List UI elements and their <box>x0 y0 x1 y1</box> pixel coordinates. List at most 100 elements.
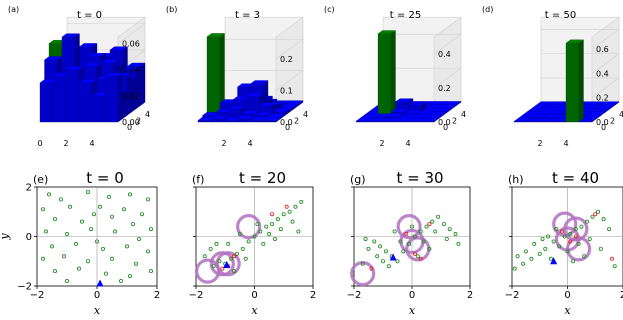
agent-point <box>562 234 567 239</box>
x-tick-label: 2 <box>537 139 542 148</box>
agent-point <box>293 204 298 209</box>
z-tick-label: 0.6 <box>596 45 609 54</box>
agent-point <box>136 236 141 241</box>
agent-point <box>587 236 592 241</box>
bar <box>262 116 281 123</box>
y-tick-label: 0 <box>601 123 606 132</box>
agent-point <box>372 239 377 244</box>
chart-title: t = 0 <box>86 169 124 187</box>
agent-point <box>62 254 67 259</box>
agent-point <box>296 229 301 234</box>
agent-point <box>290 219 295 224</box>
bar-front-face <box>65 69 80 123</box>
bar-front-face <box>377 33 392 116</box>
y-tick-label: 2 <box>26 183 32 194</box>
agent-point <box>275 217 280 222</box>
z-tick-label: 0.2 <box>280 55 293 64</box>
agent-point <box>47 192 52 197</box>
agent-point <box>540 236 545 241</box>
agent-point <box>226 241 231 246</box>
scatter-panel <box>509 186 623 289</box>
agent-point <box>601 217 606 222</box>
agent-point <box>148 269 153 274</box>
y-tick-label: −2 <box>17 282 32 293</box>
chart-title: t = 40 <box>552 169 599 187</box>
bar-top-face <box>245 93 264 97</box>
x-tick-label: 0 <box>37 139 42 148</box>
bar <box>104 72 123 123</box>
z-tick-label: 0.04 <box>122 66 140 75</box>
agent-point <box>110 214 115 219</box>
agent-point <box>571 259 576 264</box>
agent-point <box>232 269 237 274</box>
y-tick-label: 4 <box>303 110 308 119</box>
agent-point <box>453 232 458 237</box>
x-tick-label: 4 <box>247 139 252 148</box>
infected-point <box>573 234 578 239</box>
x-axis-label: x <box>94 304 101 317</box>
agent-point <box>418 229 423 234</box>
bar <box>420 117 439 123</box>
y-tick-label: 4 <box>145 110 150 119</box>
agent-point <box>537 251 542 256</box>
bar-front-face <box>39 82 54 123</box>
y-tick-label: 2 <box>294 116 299 125</box>
agent-point <box>202 254 207 259</box>
bar-top-face <box>44 56 63 61</box>
agent-point <box>584 219 589 224</box>
z-tick-label: 0.4 <box>438 50 451 59</box>
bar-top-face <box>109 46 128 51</box>
bar-top-face <box>386 113 405 118</box>
bar3d-panel <box>39 16 146 123</box>
agent-point <box>214 241 219 246</box>
bar-front-face <box>91 95 106 123</box>
panel-label: (g) <box>350 173 366 186</box>
bar-front-face <box>197 120 212 123</box>
infected-point <box>609 256 614 261</box>
bar-top-face <box>420 117 439 122</box>
bar-top-face <box>250 80 269 84</box>
agent-point <box>444 236 449 241</box>
bar-side-face <box>578 39 584 123</box>
x-axis-label: x <box>409 304 416 317</box>
x-tick-label: −2 <box>30 290 45 301</box>
agent-point <box>441 222 446 227</box>
bar-top-face <box>206 33 225 37</box>
chart-title: t = 3 <box>235 10 260 21</box>
agent-point <box>515 254 520 259</box>
agent-point <box>430 219 435 224</box>
x-tick-label: 4 <box>405 139 410 148</box>
x-tick-label: 0 <box>409 290 415 301</box>
bar-top-face <box>87 53 106 57</box>
agent-point <box>217 259 222 264</box>
agent-point <box>65 279 70 284</box>
agent-point <box>395 259 400 264</box>
bar-top-face <box>403 110 422 114</box>
agent-point <box>80 219 85 224</box>
bar-front-face <box>236 118 251 123</box>
bar-top-face <box>390 108 409 113</box>
agent-point <box>261 241 266 246</box>
infected-point <box>593 212 598 217</box>
bar-top-face <box>61 33 80 38</box>
z-tick-label: 0.00 <box>122 118 140 127</box>
agent-point <box>598 246 603 251</box>
z-tick-label: 0.2 <box>438 84 451 93</box>
agent-point <box>110 256 115 261</box>
agent-point <box>127 192 132 197</box>
y-tick-label: 0 <box>285 123 290 132</box>
agent-point <box>68 204 73 209</box>
infected-point <box>220 266 225 271</box>
x-tick-label: 0 <box>94 290 100 301</box>
x-tick-label: −2 <box>505 290 520 301</box>
y-tick-label: 4 <box>619 110 623 119</box>
agent-point <box>246 239 251 244</box>
agent-point <box>576 241 581 246</box>
bar-top-face <box>228 105 247 110</box>
bar-top-face <box>565 39 584 44</box>
infected-point <box>568 239 573 244</box>
agent-point <box>86 259 91 264</box>
sensing-circle <box>215 251 241 277</box>
bar-top-face <box>544 114 563 118</box>
bar-front-face <box>210 118 225 123</box>
